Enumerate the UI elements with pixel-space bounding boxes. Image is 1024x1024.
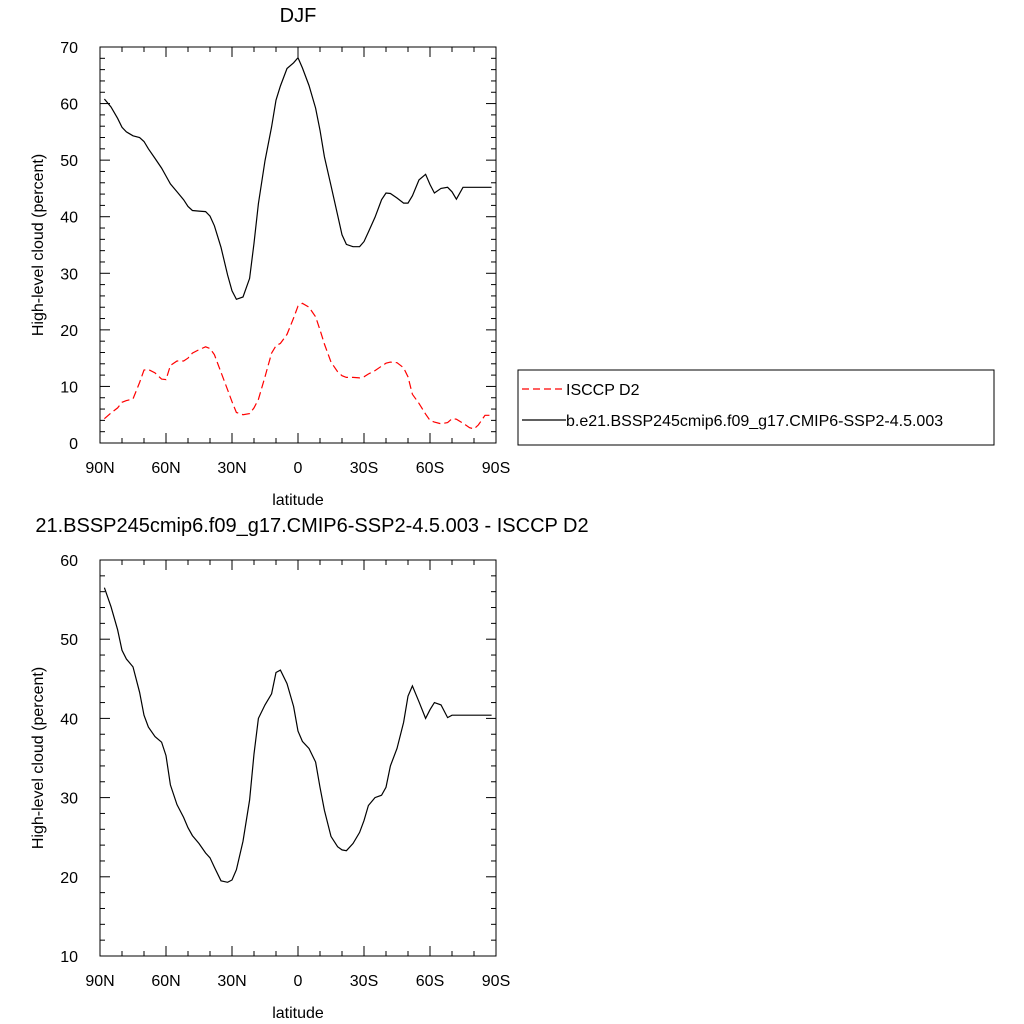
series-line-isccp — [104, 302, 492, 430]
x-tick-label: 30S — [350, 460, 378, 477]
y-tick-label: 40 — [60, 711, 78, 728]
x-tick-label: 90S — [482, 460, 510, 477]
y-tick-label: 20 — [60, 323, 78, 340]
x-tick-label: 30N — [217, 460, 246, 477]
x-tick-label: 0 — [294, 460, 303, 477]
series-line-difference — [103, 587, 492, 883]
y-tick-label: 60 — [60, 553, 78, 570]
chart-title: DJF — [280, 5, 317, 27]
tick-marks — [99, 559, 497, 957]
y-tick-label: 30 — [60, 791, 78, 808]
y-tick-label: 40 — [60, 210, 78, 227]
series-line-b.e21.bssp245cmip6.f09_g17.cmip6-ssp2-4.5.003 — [103, 56, 492, 301]
x-tick-label: 30S — [350, 973, 378, 990]
x-tick-labels: 90N 60N 30N 0 30S 60S 90S — [85, 460, 510, 477]
x-tick-label: 60N — [151, 460, 180, 477]
y-tick-label: 20 — [60, 870, 78, 887]
y-tick-label: 10 — [60, 379, 78, 396]
y-tick-labels: 0 10 20 30 40 50 60 70 — [60, 40, 78, 453]
plot-frame — [99, 46, 497, 444]
legend-label-isccp: ISCCP D2 — [566, 382, 640, 399]
series-lines — [103, 56, 492, 430]
x-tick-label: 60S — [416, 973, 444, 990]
legend: ISCCP D2 b.e21.BSSP245cmip6.f09_g17.CMIP… — [517, 369, 995, 446]
x-tick-label: 90S — [482, 973, 510, 990]
series-lines — [103, 587, 492, 883]
x-axis-label: latitude — [272, 1005, 324, 1022]
difference-panel: 21.BSSP245cmip6.f09_g17.CMIP6-SSP2-4.5.0… — [30, 515, 589, 1022]
x-tick-label: 60N — [151, 973, 180, 990]
y-tick-label: 60 — [60, 97, 78, 114]
y-tick-labels: 10 20 30 40 50 60 — [60, 553, 78, 966]
y-tick-label: 50 — [60, 153, 78, 170]
y-tick-label: 50 — [60, 632, 78, 649]
x-tick-labels: 90N 60N 30N 0 30S 60S 90S — [85, 973, 510, 990]
tick-marks — [99, 46, 497, 444]
y-tick-label: 0 — [69, 436, 78, 453]
y-tick-label: 70 — [60, 40, 78, 57]
x-tick-label: 0 — [294, 973, 303, 990]
x-tick-label: 60S — [416, 460, 444, 477]
y-axis-label: High-level cloud (percent) — [30, 154, 47, 336]
plot-frame — [99, 559, 497, 957]
x-tick-label: 30N — [217, 973, 246, 990]
x-tick-label: 90N — [85, 973, 114, 990]
y-axis-label: High-level cloud (percent) — [30, 667, 47, 849]
x-tick-label: 90N — [85, 460, 114, 477]
x-axis-label: latitude — [272, 492, 324, 509]
legend-label-model: b.e21.BSSP245cmip6.f09_g17.CMIP6-SSP2-4.… — [566, 413, 943, 430]
chart-title: 21.BSSP245cmip6.f09_g17.CMIP6-SSP2-4.5.0… — [35, 515, 588, 537]
legend-box — [517, 369, 995, 446]
y-tick-label: 10 — [60, 949, 78, 966]
y-tick-label: 30 — [60, 266, 78, 283]
